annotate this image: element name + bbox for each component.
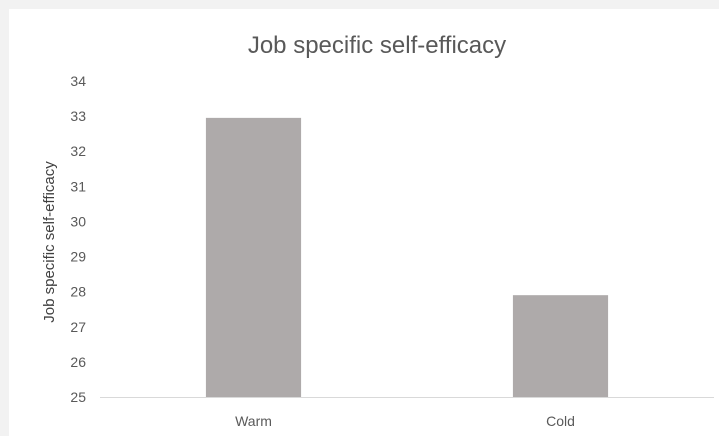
chart-title: Job specific self-efficacy: [248, 32, 506, 59]
y-tick-label: 27: [70, 319, 86, 335]
y-axis-label: Job specific self-efficacy: [41, 161, 58, 323]
bar-cold: [512, 295, 609, 397]
y-tick-label: 34: [70, 73, 86, 89]
y-tick-label: 33: [70, 108, 86, 124]
bar-chart: Job specific self-efficacy Job specific …: [41, 32, 714, 429]
y-tick-label: 25: [70, 389, 86, 405]
y-tick-label: 28: [70, 284, 86, 300]
x-tick-label: Cold: [546, 413, 575, 429]
y-tick-labels: 25 26 27 28 29 30 31 32 33 34: [70, 73, 86, 405]
y-tick-label: 30: [70, 213, 86, 229]
y-tick-label: 29: [70, 249, 86, 265]
bar-warm: [205, 117, 302, 397]
y-tick-label: 32: [70, 143, 86, 159]
bars: [205, 117, 609, 397]
x-tick-label: Warm: [235, 413, 272, 429]
y-tick-label: 26: [70, 354, 86, 370]
x-tick-labels: Warm Cold: [235, 413, 575, 429]
chart-area: Job specific self-efficacy Job specific …: [9, 9, 719, 436]
y-tick-label: 31: [70, 178, 86, 194]
